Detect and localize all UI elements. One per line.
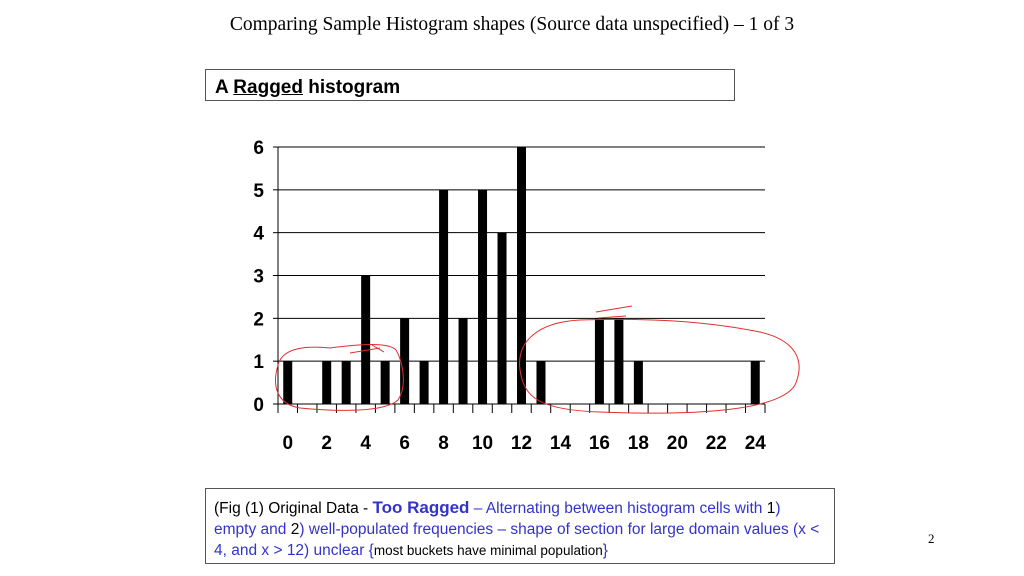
axes	[273, 146, 766, 413]
x-tick-label: 20	[667, 433, 688, 454]
caption-small: most buckets have minimal population	[373, 543, 603, 558]
y-tick-label: 3	[253, 267, 264, 288]
caption-part4: ) well-populated frequencies – shape of …	[214, 521, 820, 559]
annotation-stroke-right	[595, 305, 633, 319]
annotation-circle-right	[519, 318, 800, 414]
x-tick-label: 12	[511, 433, 532, 454]
x-tick-label: 14	[550, 433, 572, 454]
bar	[750, 361, 760, 404]
bars	[283, 147, 760, 404]
y-tick-label: 2	[253, 309, 264, 330]
subtitle-underlined: Ragged	[233, 77, 303, 98]
y-tick-label: 0	[253, 395, 264, 416]
bar	[400, 318, 410, 404]
bar	[458, 318, 468, 404]
bar	[633, 361, 643, 404]
bar	[614, 318, 624, 404]
y-tick-label: 4	[253, 224, 264, 245]
x-tick-label: 16	[589, 433, 610, 454]
y-tick-label: 1	[253, 352, 264, 373]
x-tick-label: 6	[399, 433, 410, 454]
subtitle-suffix: histogram	[302, 77, 401, 98]
bar	[594, 318, 604, 404]
caption-n2: 2	[290, 521, 300, 538]
bar	[517, 147, 526, 404]
caption-part3: ) empty and	[214, 500, 781, 538]
y-tick-label: 6	[253, 138, 264, 159]
x-tick-label: 24	[745, 433, 767, 454]
x-tick-label: 0	[282, 433, 293, 454]
bar	[380, 361, 390, 404]
chart-subtitle-box: A Ragged histogram	[205, 69, 735, 101]
bar	[341, 361, 351, 404]
page-number: 2	[928, 531, 935, 546]
x-tick-label: 4	[360, 433, 371, 454]
caption-part1: (Fig (1) Original Data -	[214, 500, 373, 517]
caption-part2: – Alternating between histogram cells wi…	[469, 500, 767, 517]
bar	[478, 189, 488, 404]
x-tick-label: 22	[706, 433, 727, 454]
bar	[361, 275, 371, 404]
x-tick-label: 10	[472, 433, 493, 454]
bar	[283, 361, 293, 404]
x-tick-labels: 0 2 4 6 8 10 12 14 16 18 20 22 24	[282, 433, 766, 454]
caption-brace-close: }	[602, 542, 608, 559]
y-tick-labels: 0 1 2 3 4 5 6	[253, 138, 264, 416]
bar	[419, 361, 429, 404]
annotation-circle-left	[275, 344, 404, 411]
bar	[322, 361, 332, 404]
slide-title: Comparing Sample Histogram shapes (Sourc…	[229, 14, 795, 35]
caption-brace-open: {	[368, 542, 374, 559]
x-tick-label: 8	[438, 433, 449, 454]
caption-bold: Too Ragged	[372, 498, 470, 517]
x-tick-label: 18	[628, 433, 649, 454]
caption-n1: 1	[766, 500, 776, 517]
x-tick-label: 2	[321, 433, 332, 454]
hand-drawn-annotations	[275, 305, 800, 414]
bar	[497, 232, 507, 404]
bar	[536, 361, 546, 404]
subtitle-prefix: A	[215, 77, 234, 98]
y-tick-label: 5	[253, 181, 264, 202]
bar	[439, 189, 449, 404]
annotation-stroke-left	[349, 344, 385, 354]
figure-caption: (Fig (1) Original Data - Too Ragged – Al…	[205, 488, 835, 564]
